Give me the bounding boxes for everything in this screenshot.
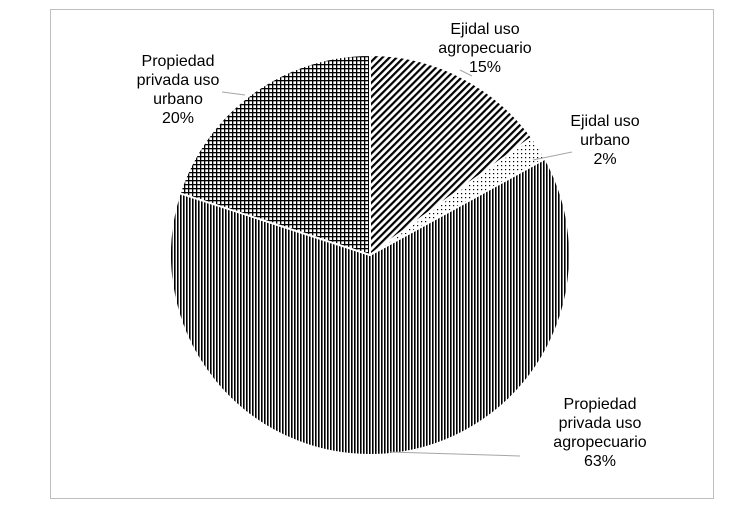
slice-label-line: 2% (593, 151, 616, 168)
slice-label-line: Propiedad (564, 396, 637, 413)
leader-line-1 (459, 69, 473, 77)
pie-slice-3 (169, 157, 571, 456)
slice-label-line: urbano (580, 132, 630, 149)
slice-label-line: Ejidal uso (570, 113, 639, 130)
slice-label-line: 63% (584, 453, 616, 470)
leader-lines (221, 69, 573, 457)
leader-line-2 (532, 151, 573, 161)
slice-label-line: 20% (162, 110, 194, 127)
slice-labels: Ejidal uso agropecuario 15% Ejidal uso urban… (137, 21, 647, 470)
slice-label-3: Propiedad privada uso agropecuario 63% (553, 396, 647, 470)
slice-label-line: urbano (153, 91, 203, 108)
slice-label-line: agropecuario (438, 40, 532, 57)
slice-label-line: privada uso (137, 72, 220, 89)
slice-label-1: Ejidal uso agropecuario 15% (438, 21, 532, 76)
pie-slice-1 (369, 53, 534, 257)
slice-label-line: Ejidal uso (450, 21, 519, 38)
pie-slice-4 (178, 53, 371, 257)
slice-label-line: agropecuario (553, 434, 647, 451)
slice-label-line: 15% (469, 59, 501, 76)
leader-line-3 (389, 451, 521, 457)
pie-slices (169, 53, 571, 456)
slice-label-2: Ejidal uso urbano 2% (570, 113, 639, 168)
slice-label-line: Propiedad (142, 53, 215, 70)
leader-line-4 (221, 91, 246, 96)
slice-label-line: privada uso (559, 415, 642, 432)
slice-label-4: Propiedad privada uso urbano 20% (137, 53, 220, 127)
